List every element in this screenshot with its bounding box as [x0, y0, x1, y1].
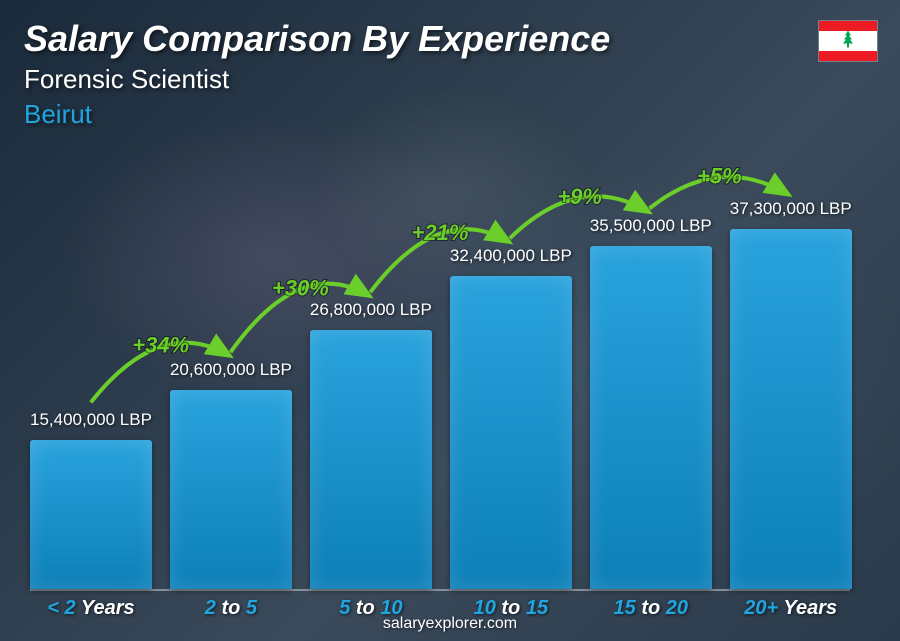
- chart-location: Beirut: [24, 99, 610, 130]
- bar-value-label: 37,300,000 LBP: [730, 199, 852, 219]
- growth-pct-label: +34%: [132, 333, 189, 358]
- growth-pct-label: +5%: [697, 163, 742, 188]
- bar: [30, 440, 152, 589]
- country-flag-lebanon: [818, 20, 878, 62]
- bar: [730, 229, 852, 589]
- arc-overlay: +34% +30% +21% +9% +5%: [30, 149, 850, 589]
- bar-group: 20,600,000 LBP2 to 5: [170, 360, 292, 589]
- flag-stripe-bottom: [819, 51, 877, 61]
- bar-value-label: 35,500,000 LBP: [590, 216, 712, 236]
- cedar-tree-icon: [839, 30, 857, 53]
- header: Salary Comparison By Experience Forensic…: [24, 18, 610, 130]
- chart-title: Salary Comparison By Experience: [24, 18, 610, 60]
- bar-group: 37,300,000 LBP20+ Years: [730, 199, 852, 589]
- chart-subtitle: Forensic Scientist: [24, 64, 610, 95]
- growth-pct-label: +21%: [412, 220, 469, 245]
- bar: [310, 330, 432, 589]
- bar: [170, 390, 292, 589]
- flag-stripe-middle: [819, 31, 877, 51]
- growth-pct-label: +30%: [272, 275, 329, 300]
- bar: [590, 246, 712, 589]
- bar-group: 35,500,000 LBP15 to 20: [590, 216, 712, 589]
- growth-pct-label: +9%: [557, 184, 602, 209]
- bar-value-label: 20,600,000 LBP: [170, 360, 292, 380]
- bar-group: 26,800,000 LBP5 to 10: [310, 300, 432, 589]
- bar-group: 15,400,000 LBP< 2 Years: [30, 410, 152, 589]
- bar: [450, 276, 572, 589]
- footer-attribution: salaryexplorer.com: [0, 615, 900, 633]
- bar-value-label: 32,400,000 LBP: [450, 246, 572, 266]
- bar-value-label: 15,400,000 LBP: [30, 410, 152, 430]
- bar-value-label: 26,800,000 LBP: [310, 300, 432, 320]
- bar-group: 32,400,000 LBP10 to 15: [450, 246, 572, 589]
- bar-chart: 15,400,000 LBP< 2 Years20,600,000 LBP2 t…: [30, 151, 850, 591]
